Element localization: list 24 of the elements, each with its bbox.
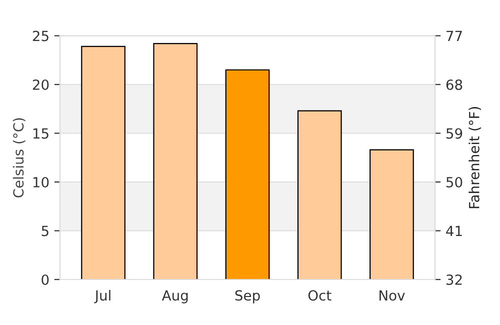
y2-tick-label: 50	[446, 176, 462, 188]
bar	[225, 69, 270, 280]
y2-tick-label: 77	[446, 30, 462, 42]
bar	[153, 42, 198, 280]
x-tick-label: Jul	[94, 290, 110, 304]
bar	[297, 110, 342, 280]
x-tick-label: Aug	[162, 290, 188, 304]
y-tick-label: 20	[32, 79, 49, 90]
y2-tick-label: 32	[446, 274, 462, 285]
y2-tick-label: 68	[446, 79, 462, 90]
bar	[81, 46, 126, 280]
x-tick-label: Oct	[308, 290, 332, 301]
y-tick-label: 25	[32, 30, 48, 42]
y-tick-label: 5	[42, 226, 48, 236]
y-tick-label: 15	[33, 128, 48, 139]
y-tick-label: 0	[42, 274, 49, 285]
y2-tick-label: 59	[446, 128, 462, 139]
x-tick-label: Sep	[235, 290, 260, 304]
y2-axis-title: Fahrenheit (°F)	[468, 107, 482, 208]
x-tick-label: Nov	[380, 290, 405, 301]
bar	[370, 149, 414, 280]
y-tick-label: 10	[33, 176, 49, 188]
y-axis-title: Celsius (°C)	[12, 118, 26, 198]
y2-tick-label: 41	[446, 226, 462, 236]
